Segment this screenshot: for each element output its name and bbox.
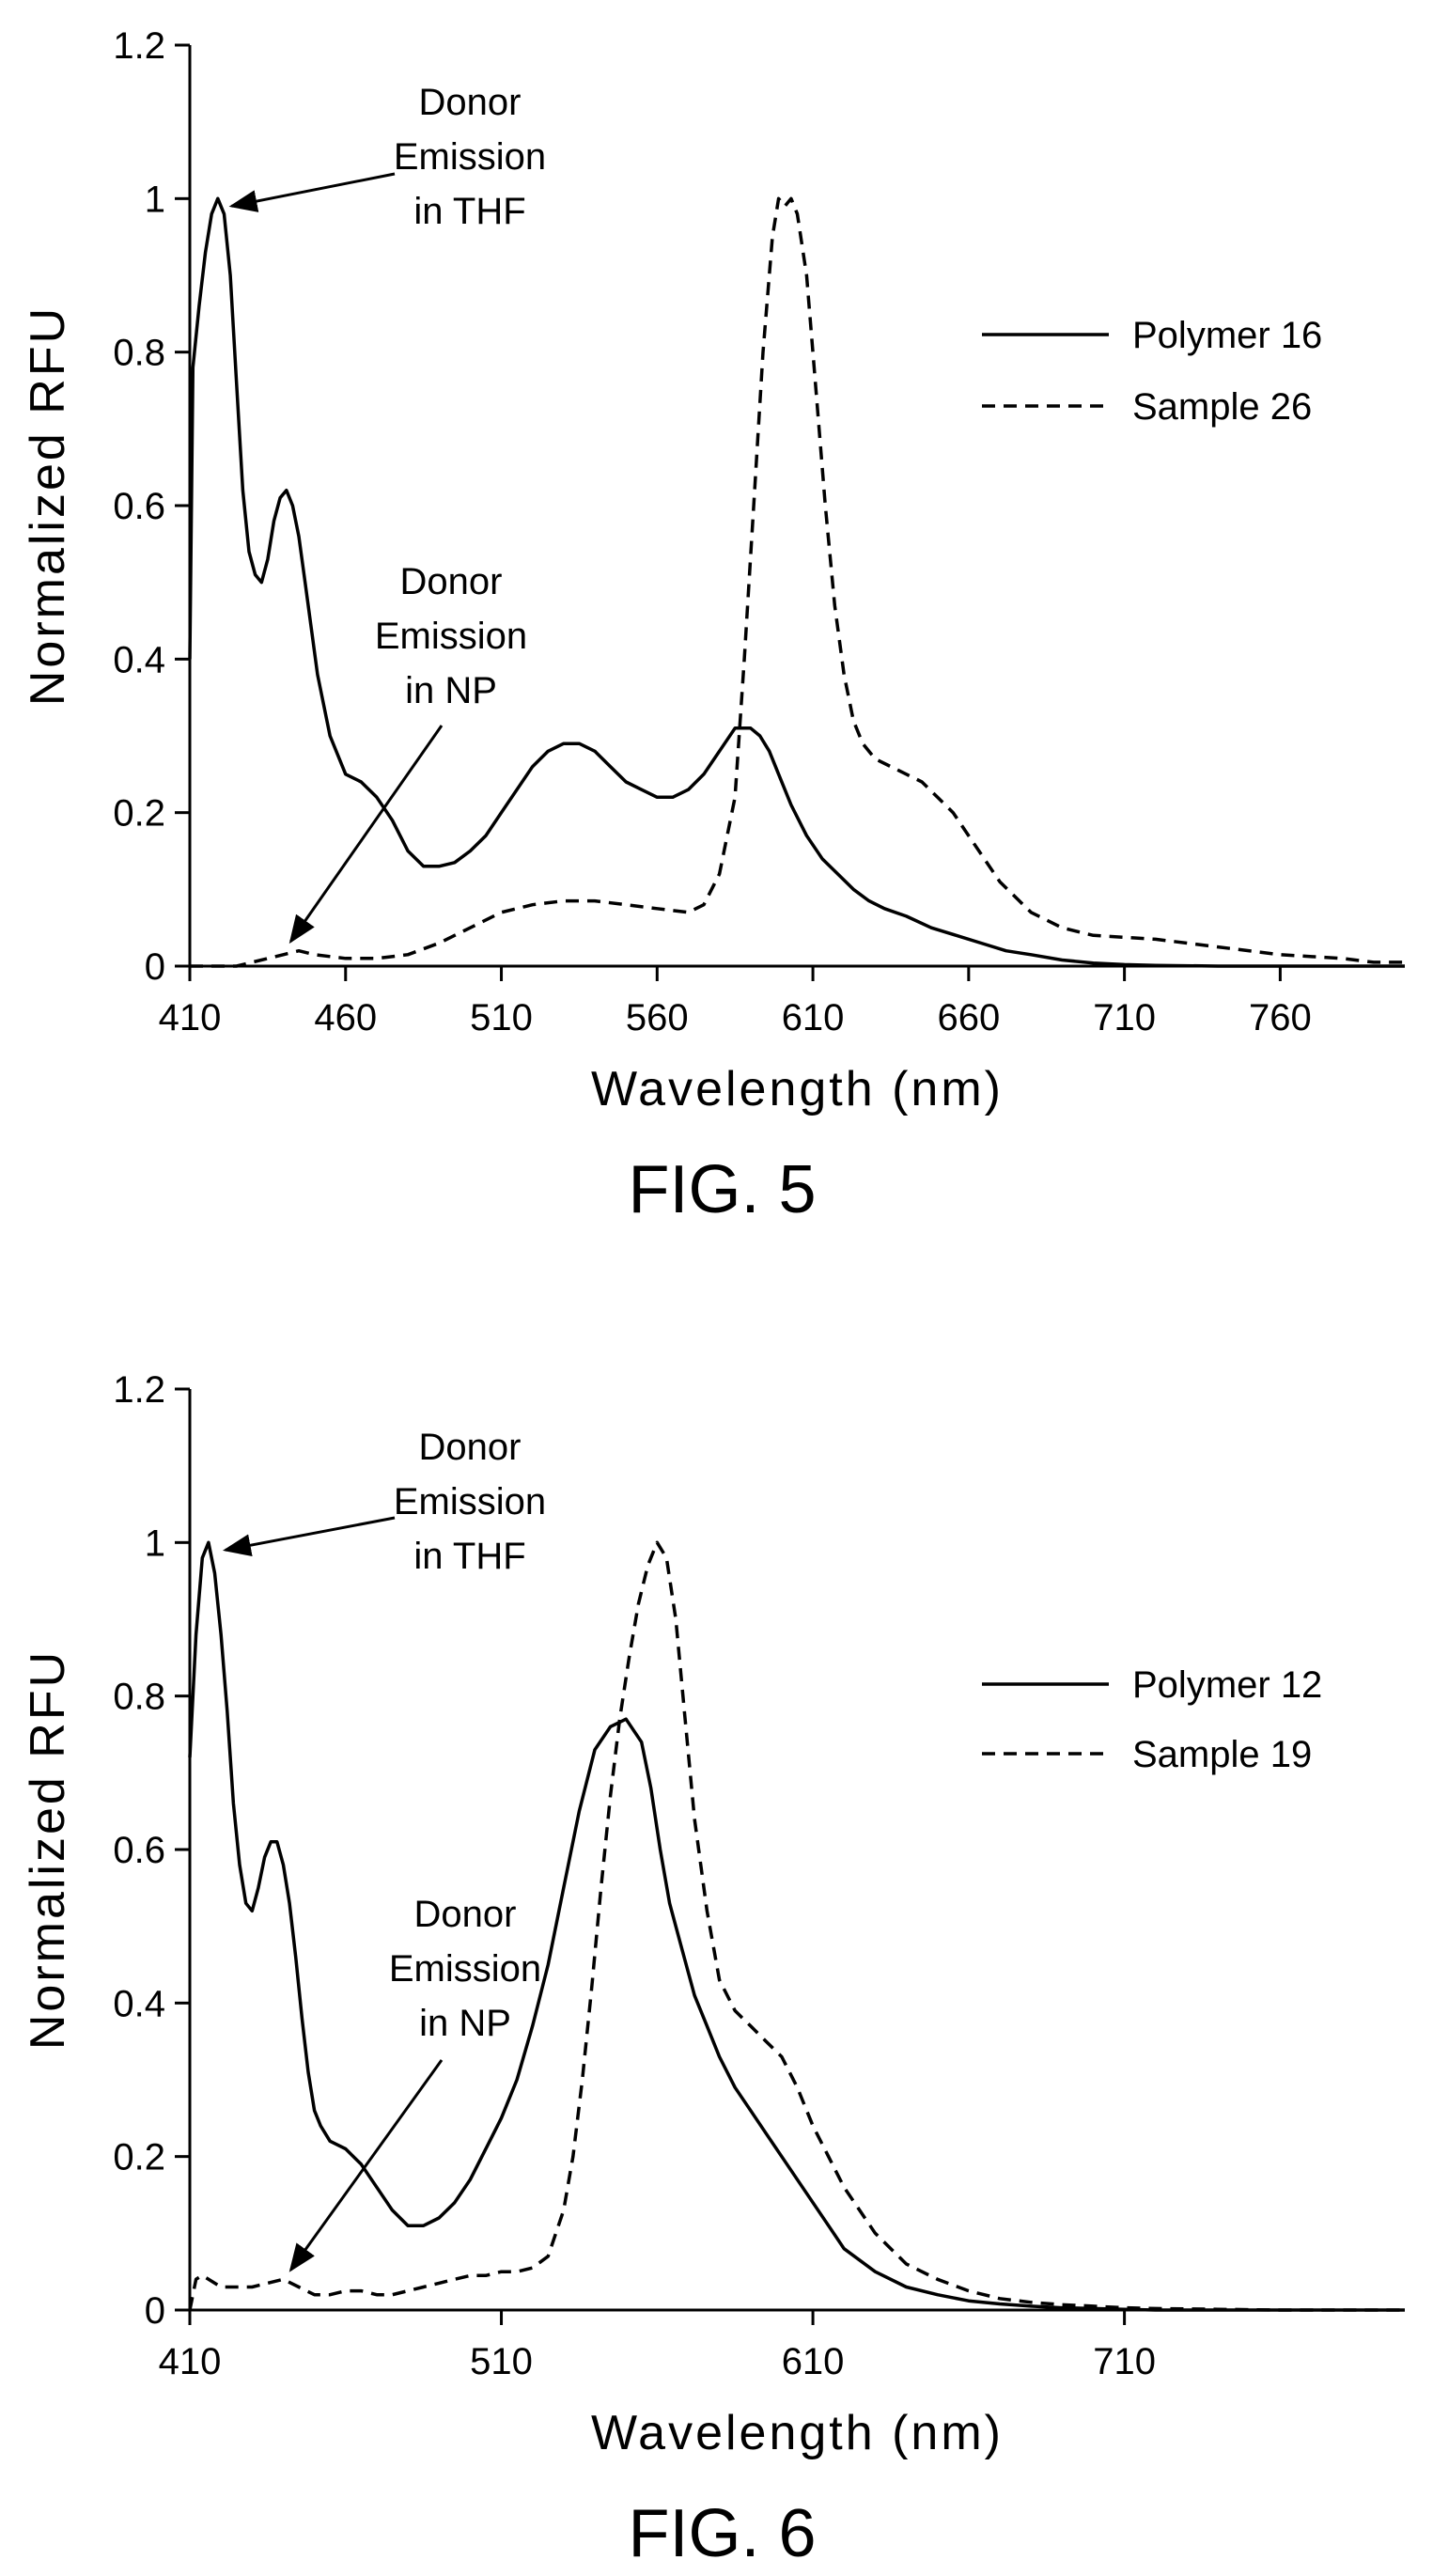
- x-tick-label: 610: [782, 997, 845, 1038]
- y-tick-label: 0.2: [113, 2137, 165, 2178]
- y-tick-label: 0.2: [113, 793, 165, 835]
- chart-6: 0 0.2 0.4 0.6 0.8 1 1.2 410 510 610 710 Wavelength …: [21, 1369, 1405, 2571]
- legend-label: Polymer 12: [1132, 1664, 1322, 1706]
- annotation-text: Emission: [375, 616, 527, 657]
- annotation-arrow: [228, 172, 396, 212]
- y-tick-label: 0: [145, 2290, 165, 2332]
- series-line-sample-19: [188, 1540, 1405, 2312]
- x-tick-label: 610: [782, 2341, 845, 2382]
- series-line-polymer-12: [188, 1540, 1405, 2312]
- x-tick-label: 710: [1093, 2341, 1156, 2382]
- annotation-arrow: [222, 1516, 396, 1557]
- y-tick-label: 0.8: [113, 333, 165, 374]
- figure-caption: FIG. 5: [628, 1152, 816, 1227]
- annotation-text: Donor: [414, 1894, 517, 1935]
- annotation-text: Emission: [389, 1948, 541, 1990]
- x-axis-label: Wavelength (nm): [591, 1062, 1004, 1116]
- y-tick-label: 0.4: [113, 639, 165, 680]
- x-axis-label: Wavelength (nm): [591, 2406, 1004, 2460]
- figure-caption: FIG. 6: [628, 2496, 816, 2571]
- x-tick-label: 560: [626, 997, 689, 1038]
- chart-5: 0 0.2 0.4 0.6 0.8 1 1.2 410 460 510 560 610 660 710 76…: [21, 25, 1405, 1227]
- legend-label: Polymer 16: [1132, 315, 1322, 356]
- annotation-text: Donor: [400, 561, 503, 602]
- annotation-text: Emission: [394, 1481, 546, 1522]
- y-tick-label: 0.6: [113, 1830, 165, 1871]
- annotation-text: in THF: [413, 191, 525, 232]
- legend-label: Sample 26: [1132, 386, 1312, 428]
- y-tick-label: 0.8: [113, 1677, 165, 1718]
- x-tick-label: 710: [1093, 997, 1156, 1038]
- series-line-sample-26: [190, 196, 1405, 968]
- annotation-text: Donor: [419, 82, 522, 123]
- y-axis-label: Normalized RFU: [21, 305, 75, 706]
- x-tick-label: 410: [159, 2341, 222, 2382]
- annotation-text: in NP: [405, 670, 497, 711]
- x-tick-label: 410: [159, 997, 222, 1038]
- legend-label: Sample 19: [1132, 1734, 1312, 1775]
- y-tick-label: 0.4: [113, 1983, 165, 2024]
- y-axis-label: Normalized RFU: [21, 1649, 75, 2050]
- annotation-text: Donor: [419, 1427, 522, 1468]
- series-line-polymer-16: [188, 196, 1405, 968]
- annotation-arrow: [288, 725, 444, 945]
- y-tick-label: 0: [145, 946, 165, 988]
- y-tick-label: 1: [145, 1522, 165, 1564]
- annotation-arrow: [288, 2059, 444, 2272]
- x-tick-label: 510: [470, 2341, 533, 2382]
- y-tick-label: 0.6: [113, 486, 165, 527]
- annotation-text: in NP: [419, 2003, 511, 2044]
- x-tick-label: 760: [1249, 997, 1312, 1038]
- annotation-text: Emission: [394, 136, 546, 178]
- x-tick-label: 510: [470, 997, 533, 1038]
- x-tick-label: 460: [314, 997, 377, 1038]
- x-tick-label: 660: [937, 997, 1000, 1038]
- y-tick-label: 1: [145, 179, 165, 220]
- y-tick-label: 1.2: [113, 1369, 165, 1411]
- y-tick-label: 1.2: [113, 25, 165, 67]
- annotation-text: in THF: [413, 1536, 525, 1577]
